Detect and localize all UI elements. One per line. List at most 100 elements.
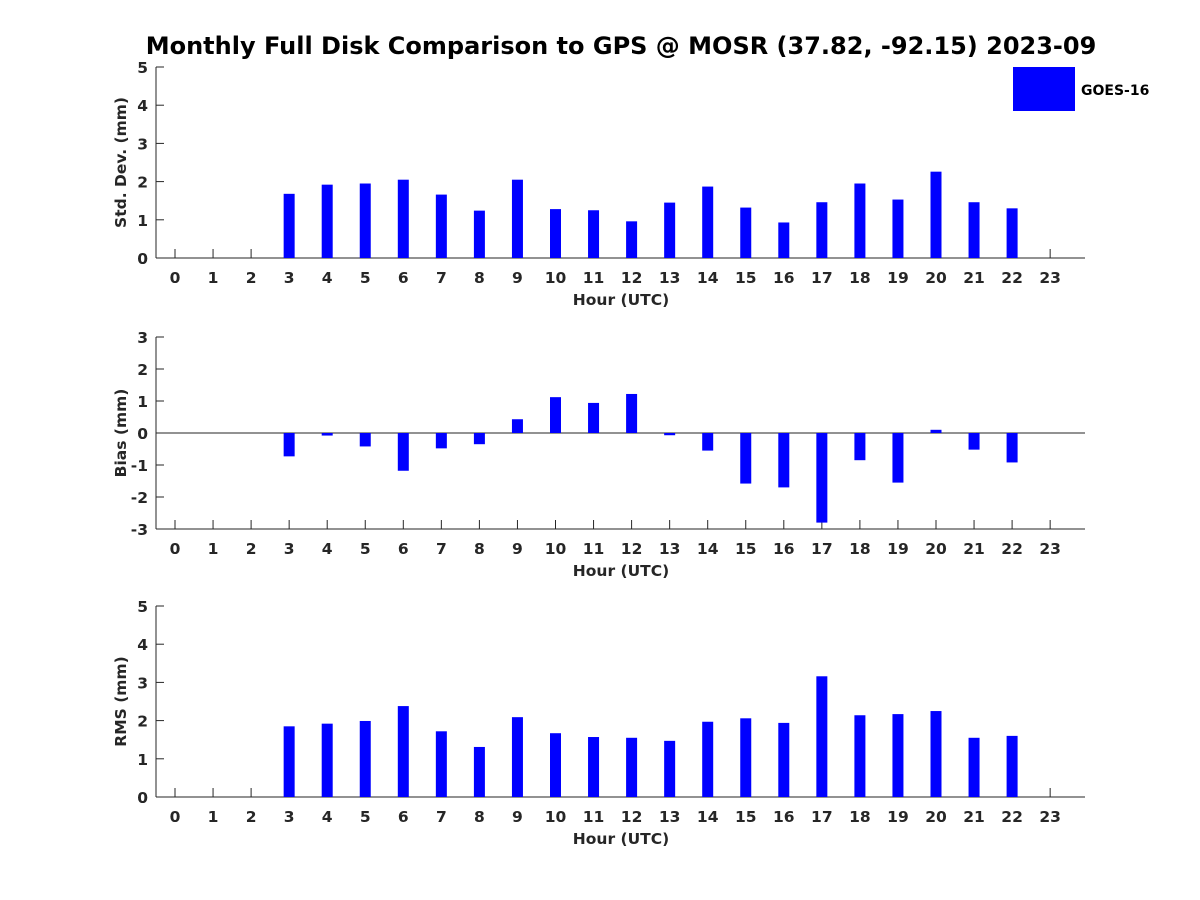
rms-x-tick-label: 0	[170, 808, 181, 826]
rms-bar	[778, 722, 790, 797]
rms-y-tick-label: 3	[137, 674, 148, 692]
rms-bar	[283, 726, 295, 797]
bias-x-tick-label: 12	[621, 540, 643, 558]
bias-x-tick-label: 8	[474, 540, 485, 558]
bias-x-tick-label: 14	[697, 540, 719, 558]
std-dev-bar	[435, 194, 447, 258]
std-dev-bar	[968, 202, 980, 258]
std-dev-bar	[740, 207, 752, 258]
rms-bar	[968, 737, 980, 797]
bias-bar	[1006, 433, 1018, 463]
bias-bar	[778, 433, 790, 488]
bias-x-tick-label: 16	[773, 540, 795, 558]
rms-x-tick-label: 17	[811, 808, 833, 826]
rms-y-tick-label: 1	[137, 751, 148, 769]
bias-y-tick-label: 0	[137, 425, 148, 443]
std-dev-y-tick-label: 0	[137, 250, 148, 268]
bias-x-tick-label: 2	[246, 540, 257, 558]
std-dev-y-tick-label: 3	[137, 135, 148, 153]
rms-x-tick-label: 21	[963, 808, 985, 826]
std-dev-bar	[511, 179, 523, 258]
rms-x-tick-label: 3	[284, 808, 295, 826]
bias-x-tick-label: 1	[208, 540, 219, 558]
bias-x-tick-label: 18	[849, 540, 871, 558]
rms-bar	[816, 676, 828, 797]
std-dev-x-tick-label: 12	[621, 269, 643, 287]
std-dev-bar	[321, 184, 333, 258]
std-dev-x-tick-label: 15	[735, 269, 757, 287]
bias-y-axis-label: Bias (mm)	[112, 389, 130, 478]
std-dev-bar	[550, 209, 561, 258]
rms-y-tick-label: 4	[137, 636, 148, 654]
std-dev-x-tick-label: 2	[246, 269, 257, 287]
rms-y-tick-label: 2	[137, 713, 148, 731]
bias-bar	[702, 433, 714, 451]
std-dev-x-tick-label: 19	[887, 269, 909, 287]
std-dev-bar	[702, 186, 714, 258]
rms-y-tick-label: 5	[137, 598, 148, 616]
bias-x-tick-label: 5	[360, 540, 371, 558]
bias-y-tick-label: -2	[131, 489, 148, 507]
bias-bar	[321, 433, 333, 436]
rms-x-tick-label: 13	[659, 808, 681, 826]
rms-y-tick-label: 0	[137, 789, 148, 807]
bias-x-tick-label: 11	[583, 540, 605, 558]
std-dev-bar	[778, 222, 790, 258]
bias-bar	[359, 433, 371, 447]
std-dev-x-tick-label: 5	[360, 269, 371, 287]
bias-x-tick-label: 9	[512, 540, 523, 558]
rms-bar	[892, 714, 904, 797]
std-dev-x-tick-label: 3	[284, 269, 295, 287]
std-dev-x-axis-label: Hour (UTC)	[573, 291, 669, 309]
bias-bar	[854, 433, 866, 461]
rms-x-tick-label: 9	[512, 808, 523, 826]
bias-y-tick-label: 3	[137, 329, 148, 347]
rms-y-axis-label: RMS (mm)	[112, 656, 130, 746]
bias-y-tick-label: 1	[137, 393, 148, 411]
std-dev-x-tick-label: 18	[849, 269, 871, 287]
bias-y-tick-label: -1	[131, 457, 148, 475]
rms-x-tick-label: 15	[735, 808, 757, 826]
std-dev-bar	[283, 193, 295, 258]
bias-y-tick-label: 2	[137, 361, 148, 379]
std-dev-y-tick-label: 1	[137, 212, 148, 230]
rms-bar	[397, 706, 409, 797]
rms-bar	[321, 723, 333, 797]
std-dev-bar	[588, 210, 600, 258]
bias-x-tick-label: 4	[322, 540, 333, 558]
bias-x-tick-label: 15	[735, 540, 757, 558]
rms-bar	[511, 717, 523, 797]
std-dev-bar	[892, 199, 904, 258]
std-dev-x-tick-label: 9	[512, 269, 523, 287]
legend-label: GOES-16	[1081, 83, 1149, 99]
bias-x-tick-label: 21	[963, 540, 985, 558]
rms-x-tick-label: 1	[208, 808, 219, 826]
std-dev-x-tick-label: 14	[697, 269, 719, 287]
legend: GOES-16	[1013, 67, 1149, 111]
bias-bar	[511, 419, 523, 433]
rms-bar	[664, 740, 676, 797]
rms-x-tick-label: 10	[545, 808, 567, 826]
bias-x-tick-label: 3	[284, 540, 295, 558]
bias-bar	[626, 393, 638, 433]
chart-title: Monthly Full Disk Comparison to GPS @ MO…	[146, 32, 1097, 60]
std-dev-bar	[473, 210, 485, 258]
std-dev-x-tick-label: 4	[322, 269, 333, 287]
bias-x-tick-label: 20	[925, 540, 947, 558]
std-dev-bar	[854, 183, 866, 258]
std-dev-x-tick-label: 11	[583, 269, 605, 287]
rms-x-tick-label: 16	[773, 808, 795, 826]
rms-bar	[1006, 735, 1018, 797]
bias-x-tick-label: 13	[659, 540, 681, 558]
rms-x-tick-label: 22	[1001, 808, 1023, 826]
rms-bar	[854, 715, 866, 797]
std-dev-x-tick-label: 7	[436, 269, 447, 287]
std-dev-x-tick-label: 6	[398, 269, 409, 287]
std-dev-x-tick-label: 23	[1039, 269, 1061, 287]
std-dev-y-tick-label: 4	[137, 97, 148, 115]
legend-swatch	[1013, 67, 1075, 111]
std-dev-x-tick-label: 21	[963, 269, 985, 287]
rms-bar	[588, 737, 600, 797]
std-dev-x-tick-label: 13	[659, 269, 681, 287]
